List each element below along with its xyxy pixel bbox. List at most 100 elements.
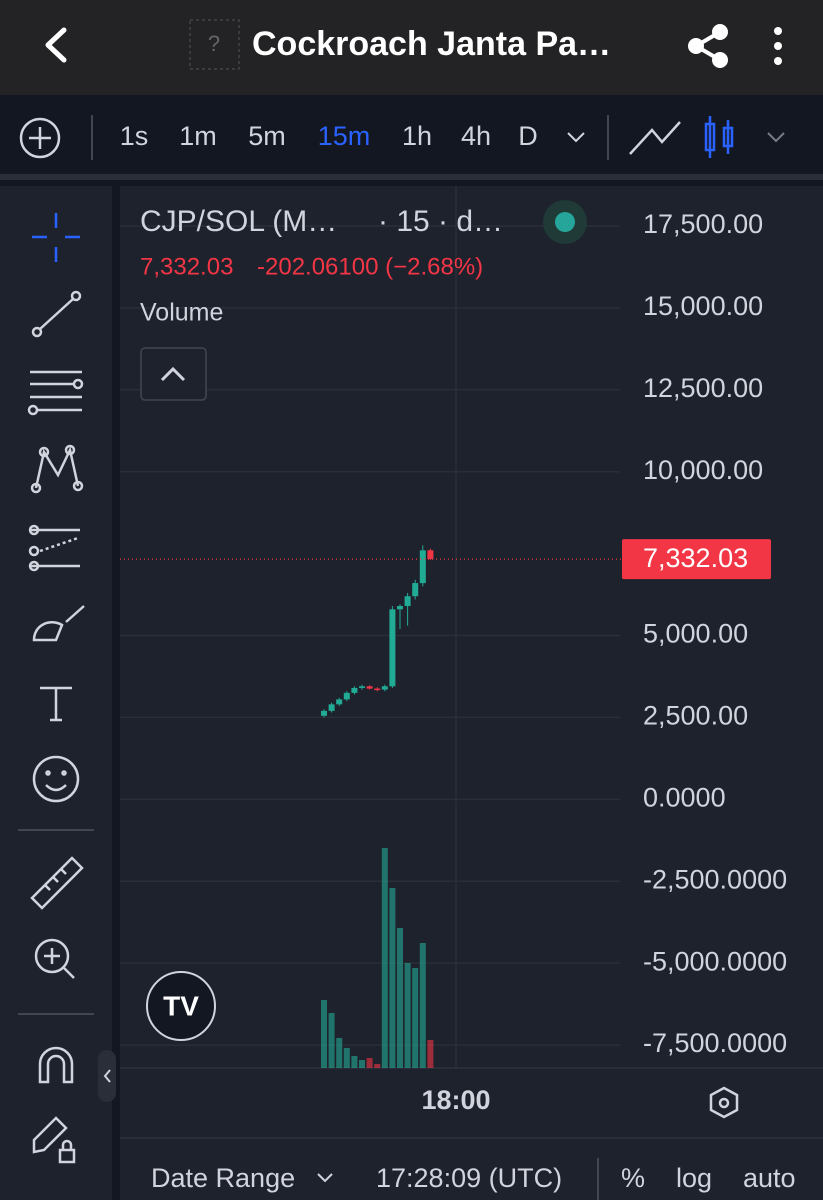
- candle-body: [427, 550, 434, 560]
- interval-button[interactable]: 1s: [120, 121, 149, 151]
- header: [0, 0, 823, 95]
- candle-body: [397, 606, 403, 610]
- candle-body: [381, 686, 388, 690]
- text-tool[interactable]: [40, 686, 72, 722]
- interval-info: · 15 · d…: [378, 205, 503, 238]
- volume-bar: [328, 1013, 335, 1068]
- settings-dot: [718, 1097, 730, 1109]
- interval-button[interactable]: 4h: [461, 121, 491, 151]
- candle-body: [366, 686, 373, 689]
- clock: 17:28:09 (UTC): [376, 1163, 562, 1193]
- fib-tool[interactable]: [27, 370, 84, 416]
- candle-body: [336, 699, 343, 705]
- lock-tool[interactable]: [32, 1116, 76, 1164]
- zoom-tool[interactable]: [34, 938, 75, 979]
- pattern-tool[interactable]: [30, 444, 84, 494]
- x-tick-label: 18:00: [421, 1085, 490, 1115]
- legend-change: -202.06100 (−2.68%): [257, 253, 483, 280]
- y-tick-label: 12,500.00: [643, 373, 763, 403]
- last-price-badge: [622, 539, 771, 580]
- date-range-arrow: [317, 1173, 333, 1183]
- log-toggle[interactable]: log: [676, 1163, 712, 1193]
- candle-body: [321, 710, 327, 716]
- candle-body: [404, 596, 411, 607]
- collapse-handle[interactable]: [98, 1050, 116, 1102]
- y-tick-label: 17,500.00: [643, 209, 763, 239]
- y-tick-label: 10,000.00: [643, 455, 763, 485]
- candle-body: [419, 550, 426, 584]
- page-title: Cockroach Janta Pa…: [252, 25, 611, 63]
- interval-button[interactable]: 1m: [179, 121, 217, 151]
- settings-button[interactable]: [709, 1086, 739, 1119]
- emoji-tool[interactable]: [32, 755, 80, 803]
- candle-body: [374, 688, 381, 691]
- back-button[interactable]: [45, 27, 67, 63]
- plot: [120, 545, 622, 1068]
- collapse-legend-arrow: [160, 366, 186, 382]
- crosshair-tool[interactable]: [32, 213, 80, 262]
- candle-body: [343, 692, 350, 700]
- placeholder-icon: ?: [208, 31, 220, 56]
- y-tick-label: 0.0000: [643, 782, 726, 812]
- more-button[interactable]: [774, 27, 782, 65]
- percent-toggle[interactable]: %: [621, 1163, 645, 1193]
- line-chart-button[interactable]: [629, 121, 681, 155]
- volume-bar: [366, 1058, 373, 1068]
- volume-bar: [412, 968, 419, 1068]
- tool-icons: [18, 213, 94, 1164]
- chart-panel: [120, 186, 823, 1200]
- interval-button[interactable]: 15m: [318, 121, 371, 151]
- add-button[interactable]: [19, 117, 61, 159]
- volume-bar: [404, 963, 411, 1068]
- collapse-arrow: [103, 1069, 111, 1083]
- y-tick-label: 2,500.00: [643, 701, 748, 731]
- last-price-label: 7,332.03: [643, 543, 748, 573]
- y-tick-label: -7,500.0000: [643, 1028, 787, 1058]
- volume-bar: [419, 943, 426, 1068]
- share-button[interactable]: [688, 24, 728, 68]
- interval-toolbar: [0, 95, 823, 180]
- tv-logo: [146, 971, 216, 1041]
- magnet-tool[interactable]: [38, 1046, 74, 1084]
- projection-tool[interactable]: [28, 524, 80, 572]
- auto-toggle[interactable]: auto: [743, 1163, 796, 1193]
- candle-chart-button[interactable]: [704, 116, 734, 158]
- trendline-tool[interactable]: [31, 290, 82, 338]
- y-tick-label: -2,500.0000: [643, 864, 787, 894]
- candle-body: [351, 687, 358, 693]
- interval-dropdown[interactable]: [567, 132, 585, 143]
- tv-logo-mark: TV: [163, 990, 199, 1021]
- volume-bar: [381, 848, 388, 1068]
- date-range-button[interactable]: Date Range: [151, 1163, 295, 1193]
- legend-price: 7,332.03: [140, 253, 233, 280]
- interval-button[interactable]: 5m: [248, 121, 286, 151]
- candle-body: [389, 609, 396, 687]
- volume-bar: [343, 1048, 350, 1068]
- volume-bar: [427, 1040, 434, 1068]
- candle-body: [412, 583, 419, 597]
- y-tick-label: -5,000.0000: [643, 946, 787, 976]
- candle-body: [359, 686, 365, 688]
- volume-bar: [389, 888, 396, 1068]
- volume-bar: [397, 928, 403, 1068]
- volume-bar: [351, 1056, 358, 1068]
- token-icon: [189, 19, 240, 70]
- volume-bar: [374, 1064, 381, 1068]
- interval-button[interactable]: D: [518, 121, 538, 151]
- volume-bar: [359, 1060, 365, 1068]
- ruler-tool[interactable]: [30, 856, 84, 910]
- candle-body: [328, 704, 335, 711]
- collapse-legend[interactable]: [140, 347, 207, 401]
- volume-bar: [321, 1000, 327, 1068]
- y-tick-label: 15,000.00: [643, 291, 763, 321]
- y-tick-label: 5,000.00: [643, 619, 748, 649]
- market-status: [555, 212, 575, 232]
- chart-type-dropdown[interactable]: [767, 132, 785, 143]
- volume-bar: [336, 1038, 343, 1068]
- symbol: CJP/SOL (M…: [140, 205, 337, 238]
- brush-tool[interactable]: [32, 605, 85, 642]
- interval-button[interactable]: 1h: [402, 121, 432, 151]
- volume-label: Volume: [140, 299, 223, 327]
